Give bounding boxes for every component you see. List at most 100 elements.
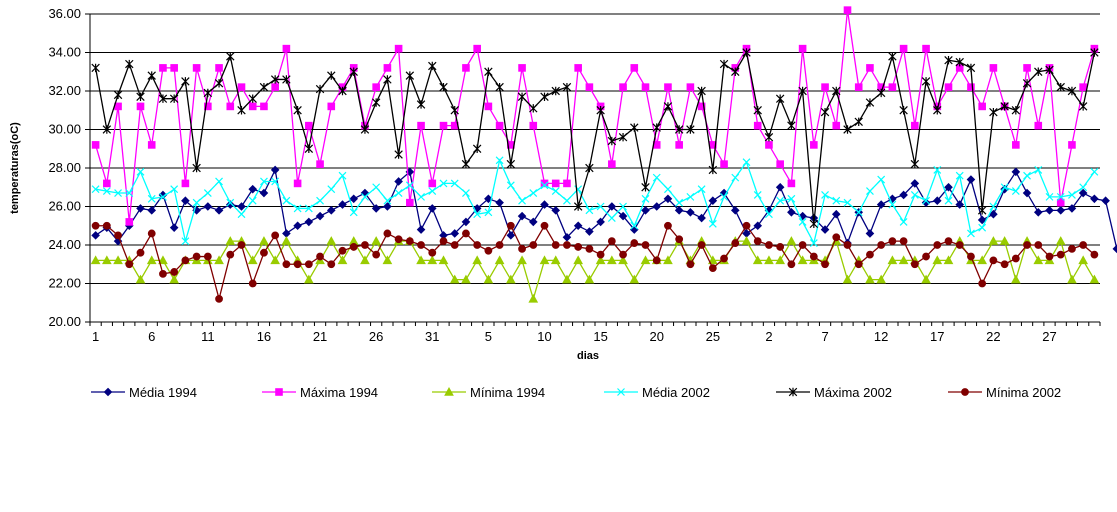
data-point-minima2002 xyxy=(226,250,235,259)
data-point-media1994 xyxy=(394,177,403,186)
data-point-maxima1994 xyxy=(922,44,930,53)
y-tick-label: 28.00 xyxy=(48,160,81,175)
data-point-minima2002 xyxy=(630,239,639,247)
data-point-minima2002 xyxy=(765,241,773,249)
data-point-minima1994 xyxy=(595,255,606,265)
legend-marker-maxima1994 xyxy=(275,388,283,396)
data-point-maxima1994 xyxy=(316,160,324,168)
data-point-maxima2002 xyxy=(461,159,471,169)
data-point-maxima2002 xyxy=(787,121,796,130)
data-point-maxima2002 xyxy=(214,79,224,88)
y-tick-label: 24.00 xyxy=(48,237,81,252)
data-point-media2002 xyxy=(462,189,470,197)
data-point-media1994 xyxy=(1101,196,1110,206)
data-point-minima2002 xyxy=(248,279,257,288)
data-point-media1994 xyxy=(641,206,650,215)
legend-marker-media2002 xyxy=(617,388,625,396)
data-point-minima2002 xyxy=(843,241,852,249)
data-point-media2002 xyxy=(1090,167,1099,176)
data-point-minima2002 xyxy=(1079,241,1088,249)
data-point-minima2002 xyxy=(809,252,818,261)
series-minima2002 xyxy=(91,221,1099,303)
data-point-media1994 xyxy=(225,200,235,209)
data-point-minima1994 xyxy=(584,274,595,284)
data-point-media2002 xyxy=(832,196,841,205)
data-point-maxima2002 xyxy=(775,94,785,103)
x-tick-label: 20 xyxy=(649,329,663,344)
data-point-minima2002 xyxy=(316,252,324,261)
data-point-minima1994 xyxy=(741,236,752,245)
data-point-media2002 xyxy=(372,183,381,192)
data-point-maxima1994 xyxy=(574,64,582,72)
data-point-minima2002 xyxy=(854,260,863,269)
data-point-maxima2002 xyxy=(91,63,100,73)
data-point-media1994 xyxy=(259,188,269,198)
x-tick-label: 11 xyxy=(201,329,215,344)
data-point-minima1994 xyxy=(528,293,539,303)
data-point-maxima2002 xyxy=(708,165,718,175)
y-tick-label: 22.00 xyxy=(48,276,81,291)
data-point-maxima2002 xyxy=(899,106,908,115)
data-point-minima2002 xyxy=(989,256,998,265)
data-point-media1994 xyxy=(652,202,662,211)
data-point-maxima2002 xyxy=(977,206,987,215)
data-point-media1994 xyxy=(450,229,460,238)
data-point-media1994 xyxy=(1078,188,1088,198)
data-point-minima2002 xyxy=(473,241,482,249)
data-point-media1994 xyxy=(181,196,190,206)
data-point-maxima2002 xyxy=(472,144,482,153)
data-point-minima2002 xyxy=(641,241,650,249)
data-point-maxima2002 xyxy=(674,125,684,134)
data-point-maxima2002 xyxy=(843,125,852,134)
data-point-minima2002 xyxy=(731,239,740,247)
data-point-minima1994 xyxy=(427,255,438,265)
series-group xyxy=(90,6,1117,303)
data-point-media2002 xyxy=(585,206,594,215)
data-point-minima2002 xyxy=(832,233,841,242)
data-point-media1994 xyxy=(136,204,145,213)
data-point-maxima2002 xyxy=(484,67,493,76)
data-point-media1994 xyxy=(495,198,504,207)
data-point-media1994 xyxy=(237,202,246,211)
data-point-media2002 xyxy=(203,189,212,197)
data-point-media1994 xyxy=(416,225,426,234)
data-point-media2002 xyxy=(697,185,706,194)
data-point-media1994 xyxy=(461,217,471,227)
data-point-maxima2002 xyxy=(405,71,415,80)
data-point-media2002 xyxy=(226,198,235,207)
data-point-minima2002 xyxy=(450,241,459,249)
data-point-minima2002 xyxy=(944,237,953,246)
data-point-minima2002 xyxy=(1068,244,1076,253)
data-point-minima2002 xyxy=(551,241,560,249)
x-tick-label: 25 xyxy=(706,329,720,344)
data-point-media1994 xyxy=(1045,206,1054,215)
data-point-maxima2002 xyxy=(764,132,774,142)
data-point-media1994 xyxy=(888,194,897,204)
data-point-maxima2002 xyxy=(719,59,729,69)
data-point-minima2002 xyxy=(720,254,728,263)
data-point-maxima2002 xyxy=(1011,106,1021,115)
data-point-minima1994 xyxy=(1055,236,1066,245)
data-point-media2002 xyxy=(1034,166,1043,174)
data-point-maxima2002 xyxy=(259,82,269,92)
data-point-maxima2002 xyxy=(697,86,706,96)
data-point-media2002 xyxy=(282,196,291,205)
data-point-minima2002 xyxy=(910,260,919,269)
data-point-minima1994 xyxy=(146,255,157,265)
data-point-maxima2002 xyxy=(125,59,134,69)
data-point-maxima2002 xyxy=(820,107,830,117)
data-point-minima1994 xyxy=(472,255,483,265)
data-point-maxima1994 xyxy=(787,179,796,188)
data-point-maxima1994 xyxy=(215,64,223,72)
data-point-maxima2002 xyxy=(652,123,661,132)
y-axis-label: temperaturas(oC) xyxy=(9,122,21,214)
data-point-minima1994 xyxy=(1089,274,1100,284)
data-point-minima2002 xyxy=(1034,241,1043,249)
data-point-minima2002 xyxy=(428,248,437,257)
data-point-maxima1994 xyxy=(1079,83,1087,91)
data-point-maxima1994 xyxy=(1056,198,1065,207)
data-point-minima1994 xyxy=(494,255,505,265)
data-point-minima2002 xyxy=(1011,254,1020,263)
data-point-minima1994 xyxy=(101,255,112,265)
y-tick-label: 30.00 xyxy=(48,122,81,137)
